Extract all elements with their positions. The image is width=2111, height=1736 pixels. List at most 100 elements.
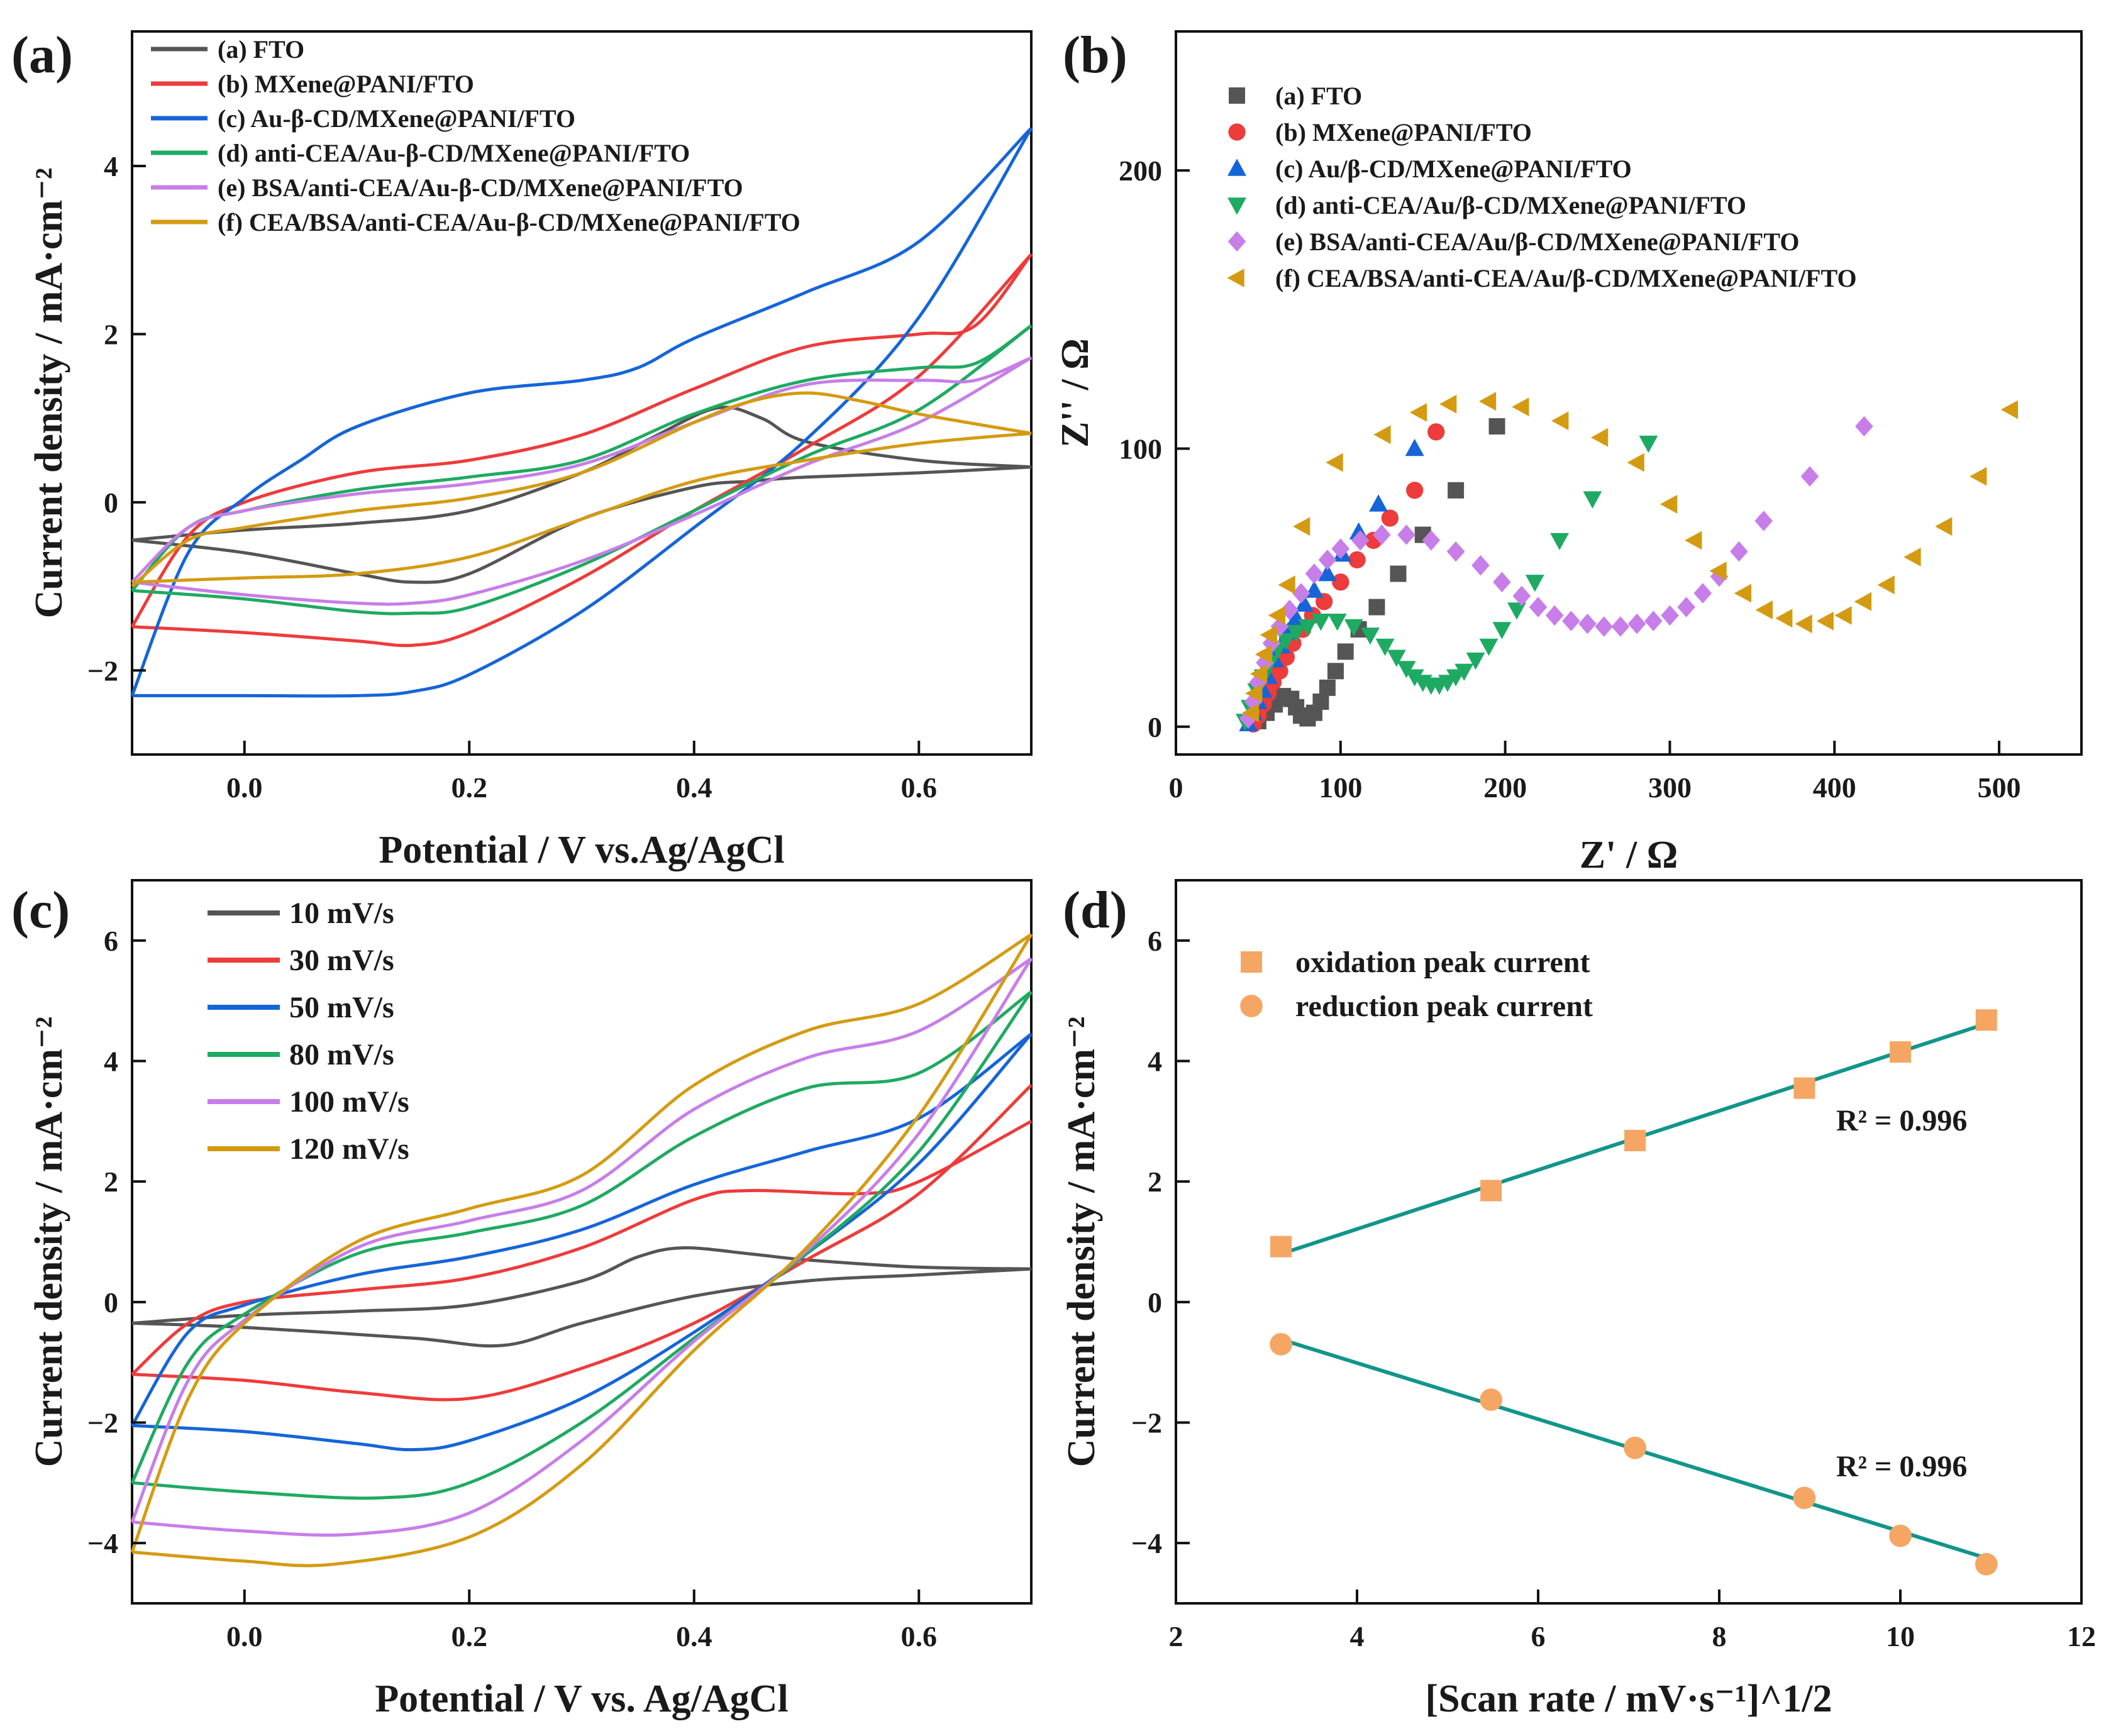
panel-d-xtick-label: 4: [1350, 1620, 1365, 1652]
panel-b-legend-marker: [1227, 268, 1244, 287]
panel-c-xtick-label: 0.2: [452, 1620, 488, 1652]
panel-b-point-s4: [1730, 541, 1748, 562]
panel-b-point-s4: [1545, 605, 1564, 626]
panel-b-point-s3: [1525, 575, 1544, 592]
panel-b-point-s4: [1422, 530, 1441, 551]
panel-b-point-s3: [1550, 533, 1569, 550]
panel-c-curve-5-anodic: [130, 933, 1033, 1553]
panel-c-xtick-label: 0.0: [226, 1620, 263, 1652]
panel-d-point-s1: [1270, 1333, 1292, 1356]
panel-c-curve-0-anodic: [131, 1246, 1032, 1325]
panel-a-ylabel: Current density / mA·cm⁻²: [28, 168, 70, 619]
panel-b-series: [1236, 392, 2019, 733]
panel-b-xlabel: Z' / Ω: [1580, 834, 1678, 876]
panel-b-point-s4: [1292, 583, 1310, 604]
panel-b-ytick-label: 0: [1148, 711, 1162, 743]
panel-c-legend: 10 mV/s 30 mV/s 50 mV/s 80 mV/s 100 mV/s 120 …: [208, 897, 409, 1166]
panel-b-point-s5: [1627, 453, 1644, 472]
panel-c-curve-4-cathodic: [131, 958, 1033, 1537]
panel-b-point-s4: [1446, 541, 1465, 562]
panel-b-legend-label: (e) BSA/anti-CEA/Au/β-CD/MXene@PANI/FTO: [1275, 228, 1799, 256]
panel-d-annotations: R² = 0.996 R² = 0.996: [1836, 1104, 1967, 1483]
panel-b-point-s5: [1854, 592, 1872, 611]
panel-a-curve-4-cathodic: [131, 356, 1033, 606]
panel-b-xtick-label: 0: [1169, 771, 1183, 804]
panel-d-r2-label: R² = 0.996: [1836, 1450, 1967, 1483]
panel-b-point-s3: [1298, 619, 1317, 637]
panel-a-legend-label: (b) MXene@PANI/FTO: [218, 70, 474, 98]
panel-a-ticks: 0.0 0.2 0.4 0.6 −2 0 2 4: [87, 150, 937, 804]
panel-a-curve-5-anodic: [131, 391, 1032, 588]
panel-c-ytick-label: 4: [104, 1046, 118, 1078]
panel-b-point-s3: [1387, 650, 1406, 667]
panel-b-point-s4: [1644, 611, 1663, 631]
panel-b-legend-marker: [1229, 87, 1245, 104]
panel-b-ytick-label: 200: [1119, 155, 1162, 187]
panel-c-curve-5-cathodic: [131, 933, 1033, 1567]
panel-d-point-s1: [1624, 1436, 1646, 1459]
panel-a-series: [130, 127, 1033, 698]
panel-b-point-s0: [1368, 599, 1385, 616]
panel-b-point-s3: [1311, 614, 1331, 631]
panel-c-legend-label: 50 mV/s: [289, 991, 394, 1024]
panel-b-point-s3: [1466, 652, 1485, 670]
panel-c-xlabel: Potential / V vs. Ag/AgCl: [375, 1678, 788, 1720]
panel-b-point-s4: [1471, 555, 1490, 576]
panel-b-point-s5: [1249, 664, 1268, 683]
panel-b-point-s5: [1709, 561, 1727, 580]
panel-b-point-s4: [1318, 550, 1337, 570]
panel-b-point-s3: [1361, 628, 1380, 645]
panel-b-point-s5: [1512, 397, 1529, 417]
panel-b-point-s5: [1795, 614, 1812, 634]
panel-b-point-s3: [1479, 638, 1499, 656]
panel-b-point-s4: [1855, 416, 1873, 437]
panel-b-point-s0: [1390, 565, 1407, 582]
panel-b-point-s0: [1488, 418, 1505, 435]
panel-c-curve-3-anodic: [130, 990, 1033, 1484]
panel-b-legend-marker: [1227, 158, 1246, 176]
panel-b-point-s3: [1405, 669, 1424, 687]
panel-b-point-s4: [1661, 605, 1679, 626]
panel-d-point-s0: [1624, 1130, 1646, 1151]
panel-c-label: (c): [11, 881, 70, 939]
panel-b-ylabel: Z'' / Ω: [1054, 338, 1097, 448]
panel-b: (b) 0 100 200 300 400 500 0 100 200 Z' / Ω Z'' /…: [1054, 26, 2083, 876]
panel-b-point-s5: [1935, 517, 1953, 536]
panel-b-point-s5: [1268, 605, 1285, 625]
panel-b-point-s2: [1295, 594, 1314, 612]
panel-d-xtick-label: 10: [1886, 1620, 1915, 1652]
panel-d-ylabel: Current density / mA·cm⁻²: [1060, 1017, 1103, 1468]
panel-d-point-s1: [1480, 1388, 1502, 1411]
panel-d-legend-marker: [1240, 995, 1263, 1017]
panel-b-xtick-label: 500: [1978, 771, 2021, 804]
panel-b-point-s1: [1405, 482, 1424, 499]
panel-a-curve-5-cathodic: [131, 431, 1032, 584]
panel-b-legend-marker: [1227, 197, 1246, 215]
panel-b-point-s4: [1529, 597, 1548, 617]
panel-b-point-s4: [1397, 524, 1416, 545]
panel-b-point-s4: [1677, 597, 1695, 617]
panel-b-point-s4: [1627, 613, 1646, 634]
panel-b-point-s1: [1348, 551, 1366, 569]
panel-b-point-s5: [1260, 625, 1277, 644]
panel-a-xtick-label: 0.6: [901, 771, 938, 804]
panel-b-point-s4: [1578, 613, 1597, 634]
panel-d-xtick-label: 6: [1531, 1620, 1546, 1652]
panel-c-curve-4-anodic: [130, 957, 1033, 1523]
panel-a-xlabel: Potential / V vs.Ag/AgCl: [379, 829, 784, 871]
panel-b-point-s4: [1754, 511, 1773, 531]
panel-b-point-s5: [1326, 453, 1343, 472]
panel-b-point-s3: [1454, 663, 1474, 681]
panel-b-point-s3: [1277, 633, 1296, 651]
panel-d-ytick-label: −4: [1131, 1527, 1162, 1559]
panel-b-point-s5: [1755, 600, 1773, 619]
panel-c-xtick-label: 0.4: [676, 1620, 712, 1652]
panel-d-ytick-label: 4: [1148, 1046, 1162, 1078]
panel-b-point-s4: [1611, 616, 1630, 637]
panel-c-series: [130, 933, 1033, 1567]
panel-a-legend-label: (f) CEA/BSA/anti-CEA/Au-β-CD/MXene@PANI/…: [218, 208, 801, 236]
panel-a-legend-label: (e) BSA/anti-CEA/Au-β-CD/MXene@PANI/FTO: [218, 174, 743, 202]
panel-b-point-s5: [1970, 467, 1987, 486]
panel-c-legend-label: 120 mV/s: [289, 1132, 409, 1166]
panel-d-xtick-label: 8: [1712, 1620, 1727, 1652]
